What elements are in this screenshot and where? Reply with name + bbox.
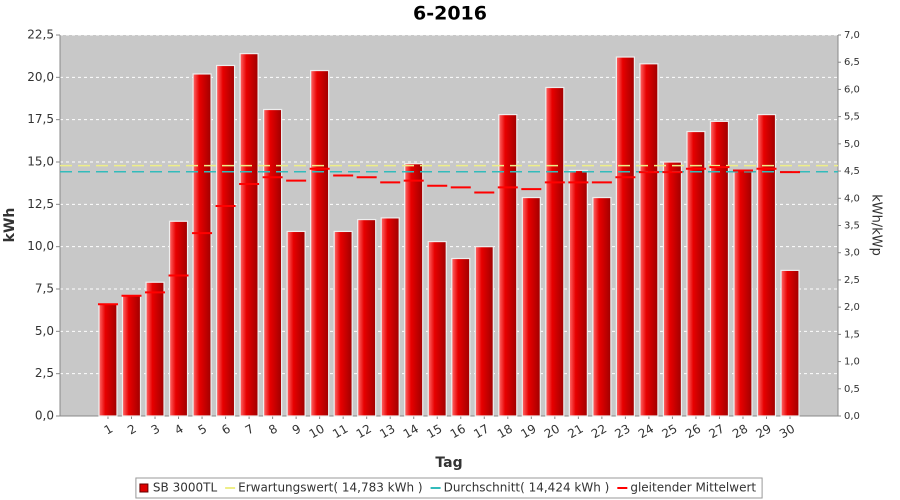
y2-tick-label: 2,5 (844, 275, 860, 286)
legend-label: SB 3000TL (153, 481, 218, 495)
y2-tick-label: 6,5 (844, 57, 860, 68)
x-tick-label: 14 (401, 422, 421, 442)
bar (98, 303, 118, 417)
bar (756, 113, 777, 417)
bar (474, 246, 494, 417)
x-tick-label: 21 (565, 422, 585, 442)
bar (427, 240, 447, 417)
x-tick-label: 3 (149, 422, 163, 438)
x-tick-label: 2 (125, 422, 139, 438)
bar (521, 196, 541, 417)
bar (192, 73, 212, 417)
x-tick-label: 19 (518, 422, 538, 442)
bar (121, 295, 142, 417)
x-tick-label: 15 (424, 422, 444, 442)
y-tick-label: 20,0 (27, 70, 54, 84)
bar (286, 230, 306, 417)
bar (615, 56, 635, 417)
y2-tick-label: 6,0 (844, 84, 860, 95)
bar (662, 161, 683, 417)
bar (404, 163, 424, 417)
y2-tick-label: 5,0 (844, 139, 860, 150)
legend-label: Erwartungswert( 14,783 kWh ) (238, 481, 422, 495)
bar (310, 69, 330, 417)
x-tick-label: 24 (636, 422, 656, 442)
y-tick-label: 22,5 (27, 28, 54, 42)
x-tick-label: 30 (777, 422, 797, 442)
x-tick-label: 11 (330, 422, 350, 442)
bar (733, 169, 753, 417)
legend-items: SB 3000TL Erwartungswert( 14,783 kWh ) Dur… (139, 481, 756, 495)
x-tick-label: 5 (196, 422, 210, 438)
x-tick-label: 9 (290, 422, 304, 438)
bar (263, 108, 283, 417)
legend (135, 477, 763, 499)
legend-label: Durchschnitt( 14,424 kWh ) (444, 481, 610, 495)
y2-tick-label: 0,0 (844, 411, 860, 422)
x-tick-label: 4 (172, 422, 186, 438)
bar (145, 281, 165, 417)
x-tick-label: 27 (706, 422, 726, 442)
bar (592, 196, 612, 417)
x-tick-label: 22 (589, 422, 609, 442)
plot-area (60, 35, 838, 416)
y-tick-label: 5,0 (35, 324, 54, 338)
x-tick-label: 8 (266, 422, 280, 438)
x-tick-label: 18 (495, 422, 515, 442)
y-axis-label: kWh (2, 208, 18, 243)
legend-label: gleitender Mittelwert (630, 481, 756, 495)
bar (215, 64, 236, 417)
bar (568, 169, 588, 417)
bar (639, 63, 659, 417)
y-tick-label: 0,0 (35, 409, 54, 423)
y-tick-label: 10,0 (27, 239, 54, 253)
bar (333, 230, 353, 417)
x-tick-label: 10 (307, 422, 327, 442)
x-tick-label: 16 (448, 422, 468, 442)
y2-tick-label: 1,5 (844, 329, 860, 340)
bar (380, 217, 400, 417)
bar (498, 113, 518, 417)
y2-tick-label: 2,0 (844, 302, 860, 313)
y-tick-label: 15,0 (27, 155, 54, 169)
y2-tick-label: 0,5 (844, 384, 860, 395)
x-tick-label: 6 (219, 422, 233, 438)
y2-tick-label: 4,0 (844, 193, 860, 204)
x-tick-label: 25 (659, 422, 679, 442)
y2-axis-label: kWh/kWp (869, 194, 884, 256)
y2-tick-label: 3,0 (844, 248, 860, 259)
bar (545, 86, 565, 417)
x-tick-label: 28 (730, 422, 750, 442)
y-tick-label: 7,5 (35, 282, 54, 296)
y2-tick-label: 4,5 (844, 166, 860, 177)
bar (686, 130, 706, 417)
x-tick-label: 20 (542, 422, 562, 442)
bar (451, 257, 471, 417)
y2-tick-label: 7,0 (844, 30, 860, 41)
x-tick-label: 26 (683, 422, 703, 442)
x-axis-label: Tag (435, 455, 462, 471)
bar (239, 53, 259, 417)
bar (709, 120, 730, 417)
bar (780, 269, 800, 417)
x-tick-label: 13 (377, 422, 397, 442)
bar (168, 220, 189, 417)
y2-tick-label: 1,0 (844, 357, 860, 368)
y-tick-label: 12,5 (27, 197, 54, 211)
bar (357, 218, 377, 417)
x-tick-label: 12 (354, 422, 374, 442)
x-tick-label: 1 (102, 422, 116, 438)
x-tick-label: 29 (754, 422, 774, 442)
legend-swatch (139, 483, 149, 493)
chart-title: 6-2016 (413, 3, 487, 25)
y2-tick-label: 3,5 (844, 221, 860, 232)
y2-tick-label: 5,5 (844, 112, 860, 123)
x-tick-label: 7 (243, 422, 257, 438)
y-tick-label: 2,5 (35, 366, 54, 380)
x-tick-label: 23 (612, 422, 632, 442)
x-tick-label: 17 (471, 422, 491, 442)
y-tick-label: 17,5 (27, 112, 54, 126)
